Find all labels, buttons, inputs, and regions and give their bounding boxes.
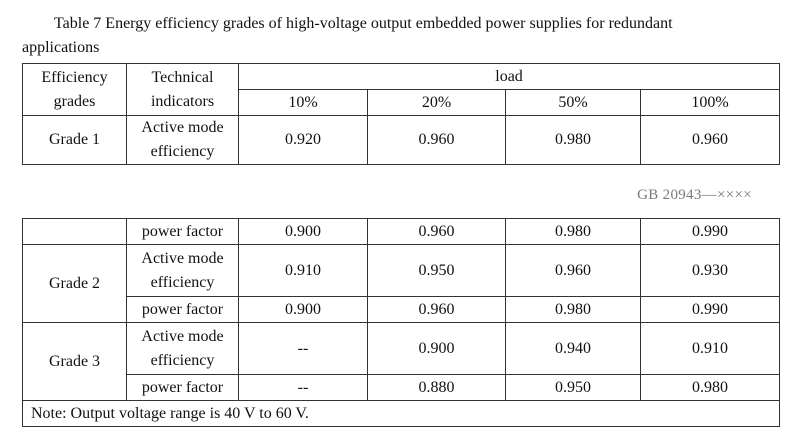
value-cell: 0.980 (505, 218, 641, 245)
table-row: power factor 0.900 0.960 0.980 0.990 (23, 296, 780, 323)
header-load-20: 20% (367, 89, 506, 116)
header-load-100: 100% (639, 89, 781, 116)
table-row: power factor 0.900 0.960 0.980 0.990 (22, 218, 780, 245)
value-cell: 0.920 (238, 115, 368, 165)
header-load-10: 10% (238, 89, 368, 116)
value-cell: 0.990 (640, 218, 780, 245)
value-cell: 0.960 (639, 115, 781, 165)
value-cell: 0.910 (640, 322, 780, 375)
value-cell: 0.960 (505, 244, 641, 297)
table-row: power factor -- 0.880 0.950 0.980 (23, 374, 780, 401)
grade-cell: Grade 3 (22, 322, 127, 401)
indicator-cell: Active mode efficiency (126, 115, 239, 165)
value-cell: 0.930 (640, 244, 780, 297)
table-row: Grade 2 Active mode efficiency 0.910 0.95… (22, 244, 780, 323)
caption-line-1: Table 7 Energy efficiency grades of high… (54, 15, 673, 32)
header-load: load (237, 63, 781, 90)
value-cell: 0.880 (367, 374, 506, 401)
grade-cell: Grade 1 (22, 115, 127, 165)
indicator-cell: power factor (126, 218, 239, 245)
value-cell: 0.960 (367, 218, 506, 245)
table-note: Note: Output voltage range is 40 V to 60… (22, 400, 780, 427)
value-cell: 0.960 (367, 296, 506, 323)
value-cell: 0.960 (367, 115, 506, 165)
value-cell: 0.950 (367, 244, 506, 297)
indicator-cell: Active mode efficiency (126, 244, 239, 297)
header-technical-indicators: Technical indicators (126, 63, 239, 116)
table-row: Grade 1 Active mode efficiency 0.920 0.96… (22, 115, 781, 165)
value-cell: -- (238, 322, 368, 375)
value-cell: -- (238, 374, 368, 401)
efficiency-table-part-1: Efficiency grades Technical indicators loa… (22, 63, 781, 165)
indicator-cell: power factor (126, 296, 239, 323)
table-caption: Table 7 Energy efficiency grades of high… (22, 12, 782, 60)
header-efficiency-grades: Efficiency grades (22, 63, 127, 116)
efficiency-table-part-2: power factor 0.900 0.960 0.980 0.990 Gra… (22, 218, 780, 427)
grade-cell (22, 218, 127, 245)
value-cell: 0.980 (640, 374, 780, 401)
caption-line-2: applications (22, 39, 100, 56)
value-cell: 0.950 (505, 374, 641, 401)
value-cell: 0.980 (505, 296, 641, 323)
value-cell: 0.980 (505, 115, 641, 165)
indicator-cell: Active mode efficiency (126, 322, 239, 375)
value-cell: 0.910 (238, 244, 368, 297)
table-row: Grade 3 Active mode efficiency -- 0.900 0… (22, 322, 780, 401)
value-cell: 0.900 (367, 322, 506, 375)
value-cell: 0.990 (640, 296, 780, 323)
value-cell: 0.940 (505, 322, 641, 375)
value-cell: 0.900 (238, 296, 368, 323)
grade-cell: Grade 2 (22, 244, 127, 323)
table-row: Note: Output voltage range is 40 V to 60… (22, 400, 780, 427)
indicator-cell: power factor (126, 374, 239, 401)
value-cell: 0.900 (238, 218, 368, 245)
header-load-50: 50% (505, 89, 641, 116)
document-reference: GB 20943—×××× (637, 187, 752, 203)
